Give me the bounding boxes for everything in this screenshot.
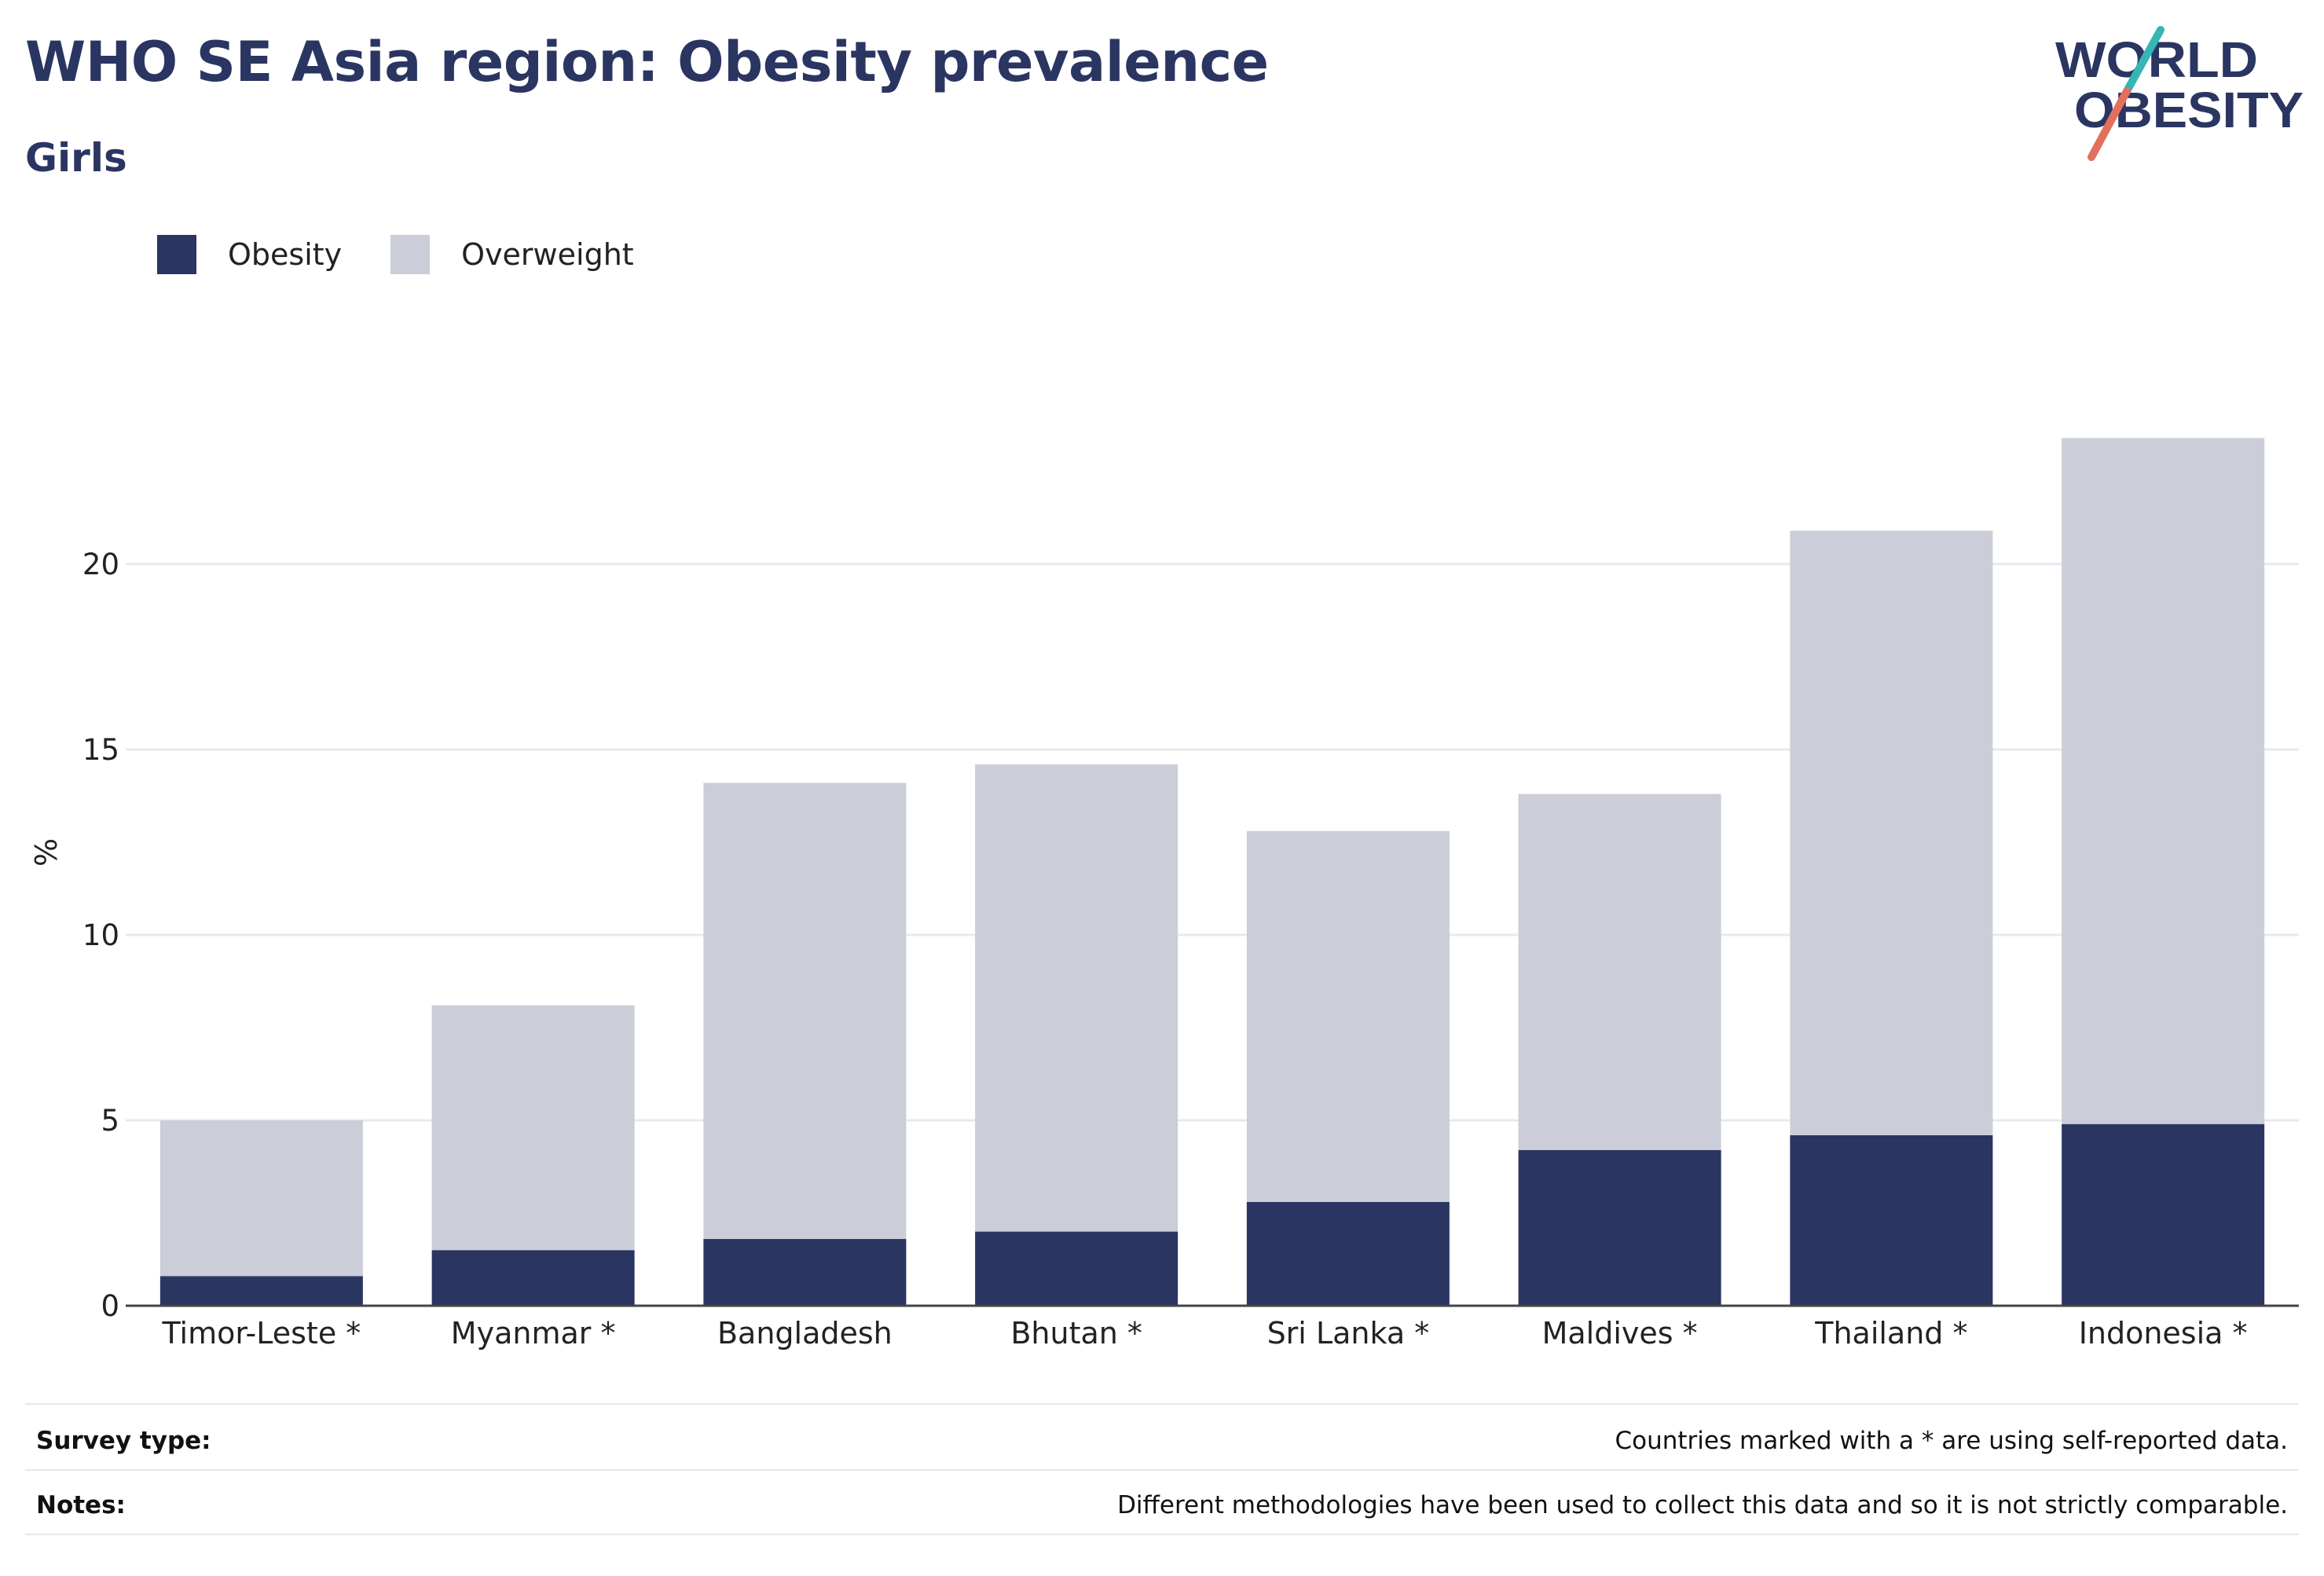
bar-overweight-7 — [2062, 438, 2265, 1124]
survey-type-text: Countries marked with a * are using self… — [1615, 1427, 2289, 1455]
x-tick-label: Myanmar * — [451, 1316, 616, 1351]
bar-chart: 0 5 10 15 20% Timor-Leste * Myanmar * Banglades… — [29, 438, 2299, 1351]
bar-obesity-1 — [431, 1250, 635, 1306]
bar-obesity-0 — [159, 1276, 363, 1306]
x-tick-label: Indonesia * — [2079, 1316, 2248, 1351]
x-tick-label: Bhutan * — [1010, 1316, 1142, 1351]
y-tick-label: 20 — [82, 548, 119, 581]
legend-item-overweight[interactable]: Overweight — [390, 235, 634, 274]
bar-obesity-2 — [703, 1239, 907, 1306]
bar-obesity-5 — [1518, 1149, 1721, 1306]
chart-subtitle: Girls — [25, 135, 127, 181]
bar-obesity-6 — [1790, 1134, 1993, 1306]
x-tick-label: Sri Lanka * — [1267, 1316, 1430, 1351]
bar-overweight-3 — [975, 764, 1178, 1232]
legend-item-obesity[interactable]: Obesity — [157, 235, 342, 274]
bar-overweight-5 — [1518, 793, 1721, 1150]
x-tick-label: Timor-Leste * — [161, 1316, 361, 1351]
x-tick-label: Thailand * — [1814, 1316, 1967, 1351]
notes-label: Notes: — [36, 1491, 126, 1519]
y-axis-label: % — [29, 838, 64, 867]
legend-swatch-overweight — [390, 235, 431, 274]
bar-overweight-2 — [703, 783, 907, 1240]
chart-legend: Obesity Overweight — [157, 234, 683, 275]
world-obesity-logo: WORLD OBESITY — [2055, 26, 2304, 161]
bar-obesity-4 — [1246, 1201, 1450, 1306]
x-tick-label: Bangladesh — [717, 1316, 893, 1351]
legend-swatch-obesity — [157, 235, 196, 274]
y-tick-label: 10 — [82, 918, 119, 952]
y-tick-label: 15 — [82, 733, 119, 767]
legend-label-overweight: Overweight — [461, 237, 634, 272]
bar-overweight-6 — [1790, 530, 1993, 1135]
bar-overweight-1 — [431, 1005, 635, 1251]
bar-obesity-7 — [2062, 1123, 2265, 1306]
legend-label-obesity: Obesity — [228, 237, 343, 272]
bar-overweight-4 — [1246, 830, 1450, 1202]
chart-title: WHO SE Asia region: Obesity prevalence — [25, 30, 1269, 94]
logo-slash-coral — [2088, 87, 2131, 161]
y-tick-label: 5 — [101, 1104, 119, 1138]
y-tick-label: 0 — [101, 1289, 119, 1323]
footer-divider-middle — [25, 1469, 2299, 1471]
footer-divider-top — [25, 1403, 2299, 1405]
bar-obesity-3 — [975, 1231, 1178, 1306]
logo-slash-teal — [2123, 26, 2165, 95]
footer-divider-bottom — [25, 1534, 2299, 1535]
survey-type-label: Survey type: — [36, 1427, 211, 1455]
notes-text: Different methodologies have been used t… — [1117, 1491, 2288, 1519]
x-tick-label: Maldives * — [1542, 1316, 1698, 1351]
bar-overweight-0 — [159, 1120, 363, 1277]
